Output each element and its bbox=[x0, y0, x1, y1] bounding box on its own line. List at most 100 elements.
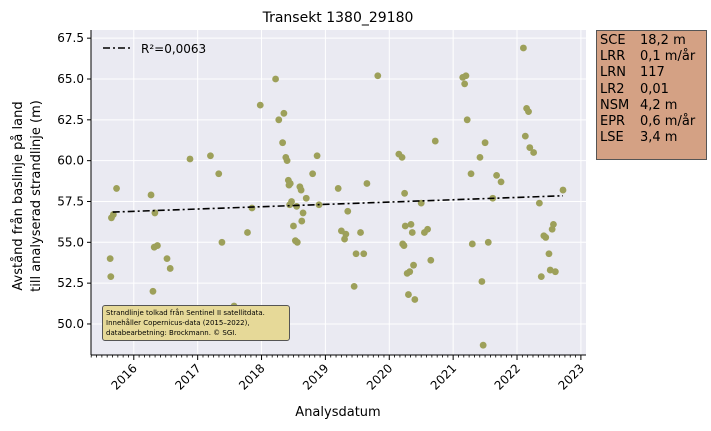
data-point bbox=[461, 80, 469, 88]
data-point bbox=[288, 198, 295, 205]
x-tick-label: 2019 bbox=[300, 361, 331, 392]
chart-title: Transekt 1380_29180 bbox=[262, 10, 414, 26]
y-tick-label: 55.0 bbox=[57, 235, 84, 249]
data-point bbox=[424, 225, 431, 233]
data-point bbox=[431, 137, 439, 145]
data-point bbox=[334, 185, 342, 192]
stat-key: EPR bbox=[600, 113, 626, 129]
data-point bbox=[526, 144, 534, 151]
x-tick-label: 2017 bbox=[172, 361, 203, 392]
data-point bbox=[350, 283, 358, 290]
x-tick-label: 2021 bbox=[428, 361, 459, 392]
data-point bbox=[166, 265, 174, 272]
data-point bbox=[484, 238, 492, 246]
x-tick-label: 2018 bbox=[236, 361, 267, 392]
data-point bbox=[109, 211, 117, 218]
stat-row: LRN 117 bbox=[600, 65, 706, 81]
stat-row: LR2 0,01 bbox=[600, 82, 706, 98]
data-point bbox=[297, 186, 305, 194]
stat-key: LR2 bbox=[600, 81, 625, 97]
data-point bbox=[299, 209, 307, 217]
data-point bbox=[481, 139, 489, 147]
legend-label: R²=0,0063 bbox=[141, 42, 206, 56]
data-source-note: Strandlinje tolkad från Sentinel II sate… bbox=[102, 305, 290, 341]
data-point bbox=[476, 153, 484, 161]
data-point bbox=[106, 255, 114, 263]
data-point bbox=[154, 242, 161, 249]
stat-key: LRN bbox=[600, 65, 626, 81]
stat-value: 0,1 m/år bbox=[640, 49, 696, 65]
data-point bbox=[363, 180, 371, 187]
data-point bbox=[293, 238, 301, 246]
data-point bbox=[272, 75, 279, 83]
data-point bbox=[151, 209, 159, 217]
data-point bbox=[275, 116, 283, 124]
data-points bbox=[106, 44, 567, 349]
data-point bbox=[286, 180, 294, 187]
stat-value: 0,01 bbox=[640, 81, 669, 97]
data-point bbox=[256, 101, 264, 109]
data-point bbox=[551, 268, 559, 276]
data-point bbox=[521, 132, 529, 140]
data-point bbox=[542, 234, 550, 241]
data-point bbox=[344, 207, 352, 215]
data-point bbox=[302, 194, 310, 202]
data-point bbox=[478, 278, 486, 285]
y-axis-label-line-2: till analyserad strandlinje (m) bbox=[29, 100, 44, 292]
data-point bbox=[283, 157, 291, 165]
plot-area bbox=[91, 30, 586, 355]
data-point bbox=[248, 204, 256, 212]
data-point bbox=[535, 199, 543, 207]
data-point bbox=[147, 191, 155, 199]
data-point bbox=[550, 220, 557, 228]
data-point bbox=[244, 229, 251, 236]
data-point bbox=[468, 240, 476, 248]
stat-key: LRR bbox=[600, 49, 626, 65]
stat-row: LSE 3,4 m bbox=[600, 130, 706, 146]
y-axis-label-line-1: Avstånd från baslinje på land bbox=[11, 101, 26, 290]
data-point bbox=[313, 152, 321, 160]
data-point bbox=[467, 170, 475, 178]
data-point bbox=[360, 250, 368, 258]
data-point bbox=[309, 170, 317, 178]
data-point bbox=[525, 108, 532, 116]
data-point bbox=[342, 230, 350, 238]
data-point bbox=[107, 273, 115, 281]
data-point bbox=[401, 189, 409, 197]
y-tick-label: 62.5 bbox=[57, 113, 84, 127]
y-tick-label: 60.0 bbox=[57, 154, 84, 168]
y-tick-label: 57.5 bbox=[57, 194, 84, 208]
data-point bbox=[479, 341, 487, 349]
stat-key: NSM bbox=[600, 97, 630, 113]
data-point bbox=[298, 217, 306, 225]
data-point bbox=[293, 202, 301, 210]
stat-value: 18,2 m bbox=[640, 33, 686, 48]
data-point bbox=[113, 185, 120, 192]
data-point bbox=[493, 171, 500, 179]
note-line: databearbetning: Brockmann. © SGI. bbox=[106, 329, 237, 337]
data-point bbox=[559, 186, 567, 194]
data-point bbox=[163, 255, 171, 263]
data-point bbox=[279, 139, 287, 147]
data-point bbox=[405, 291, 412, 298]
data-point bbox=[280, 109, 288, 117]
grid-lines bbox=[91, 30, 586, 355]
stat-key: LSE bbox=[600, 130, 624, 146]
data-point bbox=[530, 149, 538, 156]
data-point bbox=[497, 178, 505, 186]
stat-key: SCE bbox=[600, 33, 626, 48]
data-point bbox=[520, 44, 527, 52]
data-point bbox=[218, 238, 226, 246]
trend-line bbox=[112, 194, 564, 213]
stat-row: LRR 0,1 m/år bbox=[600, 49, 706, 65]
stat-row: SCE 18,2 m bbox=[600, 33, 706, 49]
data-point bbox=[537, 273, 545, 281]
y-tick-label: 50.0 bbox=[57, 317, 84, 331]
data-point bbox=[401, 222, 409, 230]
y-tick-label: 65.0 bbox=[57, 72, 84, 86]
data-point bbox=[427, 256, 435, 264]
data-point bbox=[545, 250, 553, 258]
stat-value: 3,4 m bbox=[640, 130, 678, 146]
data-point bbox=[357, 229, 364, 236]
